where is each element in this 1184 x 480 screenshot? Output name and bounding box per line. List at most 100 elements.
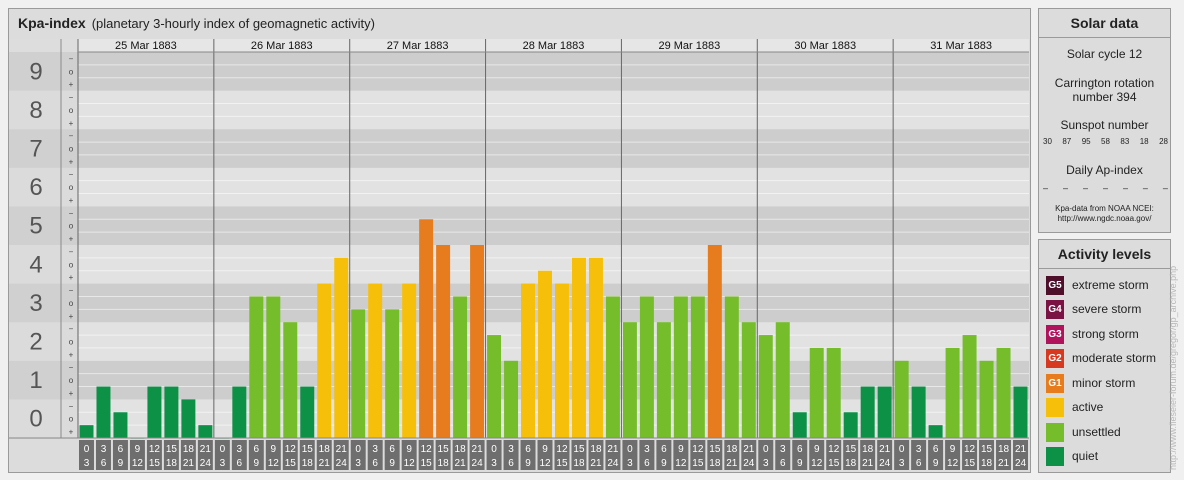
interval-start-label: 15 [845, 444, 857, 455]
interval-end-label: 24 [200, 458, 212, 469]
y-minor-mark: + [69, 428, 74, 437]
interval-label-box [231, 440, 247, 470]
interval-label-box [843, 440, 859, 470]
day-label: 31 Mar 1883 [930, 40, 992, 52]
kpa-bar [232, 386, 247, 438]
interval-label-box [707, 440, 723, 470]
interval-end-label: 15 [149, 458, 161, 469]
interval-start-label: 0 [355, 444, 361, 455]
kpa-bar [775, 322, 790, 438]
ap-value: – [1043, 183, 1049, 193]
interval-label-box [809, 440, 825, 470]
interval-start-label: 9 [814, 444, 820, 455]
legend-label: strong storm [1072, 327, 1139, 341]
interval-end-label: 24 [879, 458, 891, 469]
interval-start-label: 9 [678, 444, 684, 455]
interval-label-box [758, 440, 774, 470]
kpa-bar [605, 296, 620, 438]
y-minor-mark: + [69, 350, 74, 359]
kpa-bar [639, 296, 654, 438]
interval-end-label: 24 [743, 458, 755, 469]
kpa-bar [758, 335, 773, 438]
kpa-bar [996, 347, 1011, 438]
legend-label: minor storm [1072, 376, 1136, 390]
kpa-bar [266, 296, 281, 438]
interval-end-label: 6 [780, 458, 786, 469]
interval-end-label: 18 [438, 458, 450, 469]
interval-start-label: 15 [166, 444, 178, 455]
ap-value: – [1102, 183, 1108, 193]
kpa-bar [96, 386, 111, 438]
y-minor-mark: o [69, 338, 74, 347]
y-band [9, 90, 1029, 130]
y-minor-mark: o [69, 183, 74, 192]
interval-start-label: 21 [879, 444, 891, 455]
legend-label: moderate storm [1072, 351, 1157, 365]
y-minor-mark: + [69, 273, 74, 282]
interval-end-label: 12 [539, 458, 551, 469]
y-minor-mark: − [69, 209, 74, 218]
interval-label-box [316, 440, 332, 470]
sunspot-title: Sunspot number [1060, 118, 1149, 132]
interval-start-label: 9 [950, 444, 956, 455]
interval-label-box [894, 440, 910, 470]
interval-label-box [996, 440, 1012, 470]
watermark-url: http://www.fieseler-forum.de/gregor/gp_a… [1168, 265, 1178, 470]
kpa-bar [436, 245, 451, 438]
kpa-bar-chart: 0123456789+o−+o−+o−+o−+o−+o−+o−+o−+o−+o−… [9, 39, 1029, 470]
source-url: http://www.ngdc.noaa.gov/ [1057, 214, 1152, 223]
interval-end-label: 3 [627, 458, 633, 469]
interval-start-label: 15 [981, 444, 993, 455]
interval-label-box [95, 440, 111, 470]
interval-start-label: 18 [183, 444, 195, 455]
interval-start-label: 12 [285, 444, 297, 455]
interval-end-label: 15 [285, 458, 297, 469]
interval-end-label: 15 [828, 458, 840, 469]
kpa-bar [164, 386, 179, 438]
kpa-bar [1013, 386, 1028, 438]
day-label: 30 Mar 1883 [794, 40, 856, 52]
interval-label-box [435, 440, 451, 470]
interval-end-label: 12 [132, 458, 144, 469]
day-label: 29 Mar 1883 [658, 40, 720, 52]
y-minor-mark: o [69, 145, 74, 154]
interval-start-label: 0 [84, 444, 90, 455]
kpa-bar [181, 399, 196, 438]
interval-end-label: 12 [947, 458, 959, 469]
activity-levels-panel: Activity levels G5 extreme storm G4 seve… [1038, 239, 1171, 473]
kpa-bar [402, 283, 417, 438]
interval-end-label: 15 [964, 458, 976, 469]
interval-start-label: 12 [828, 444, 840, 455]
ap-value: – [1062, 183, 1068, 193]
kpa-bar [147, 386, 162, 438]
interval-end-label: 12 [404, 458, 416, 469]
interval-end-label: 24 [1015, 458, 1027, 469]
interval-start-label: 18 [998, 444, 1010, 455]
interval-end-label: 21 [726, 458, 738, 469]
day-label: 25 Mar 1883 [115, 40, 177, 52]
interval-end-label: 18 [302, 458, 314, 469]
solar-data-title: Solar data [1039, 9, 1170, 38]
interval-end-label: 12 [811, 458, 823, 469]
interval-start-label: 15 [573, 444, 585, 455]
sunspot-values: 30 87 95 58 83 18 28 [1043, 137, 1168, 146]
interval-start-label: 21 [200, 444, 212, 455]
kpa-bar [724, 296, 739, 438]
interval-end-label: 9 [933, 458, 939, 469]
interval-start-label: 0 [220, 444, 226, 455]
legend-item-severe-storm: G4 severe storm [1046, 299, 1141, 319]
ap-index-title: Daily Ap-index [1066, 163, 1143, 177]
y-minor-mark: o [69, 67, 74, 76]
kpa-bar [741, 322, 756, 438]
interval-label-box [928, 440, 944, 470]
y-tick-label: 8 [29, 97, 42, 124]
interval-start-label: 12 [556, 444, 568, 455]
interval-label-box [367, 440, 383, 470]
interval-label-box [537, 440, 553, 470]
y-minor-mark: o [69, 222, 74, 231]
legend-swatch [1046, 397, 1064, 417]
interval-label-box [129, 440, 145, 470]
sunspot-value: 18 [1139, 137, 1149, 146]
interval-start-label: 6 [661, 444, 667, 455]
interval-end-label: 15 [421, 458, 433, 469]
